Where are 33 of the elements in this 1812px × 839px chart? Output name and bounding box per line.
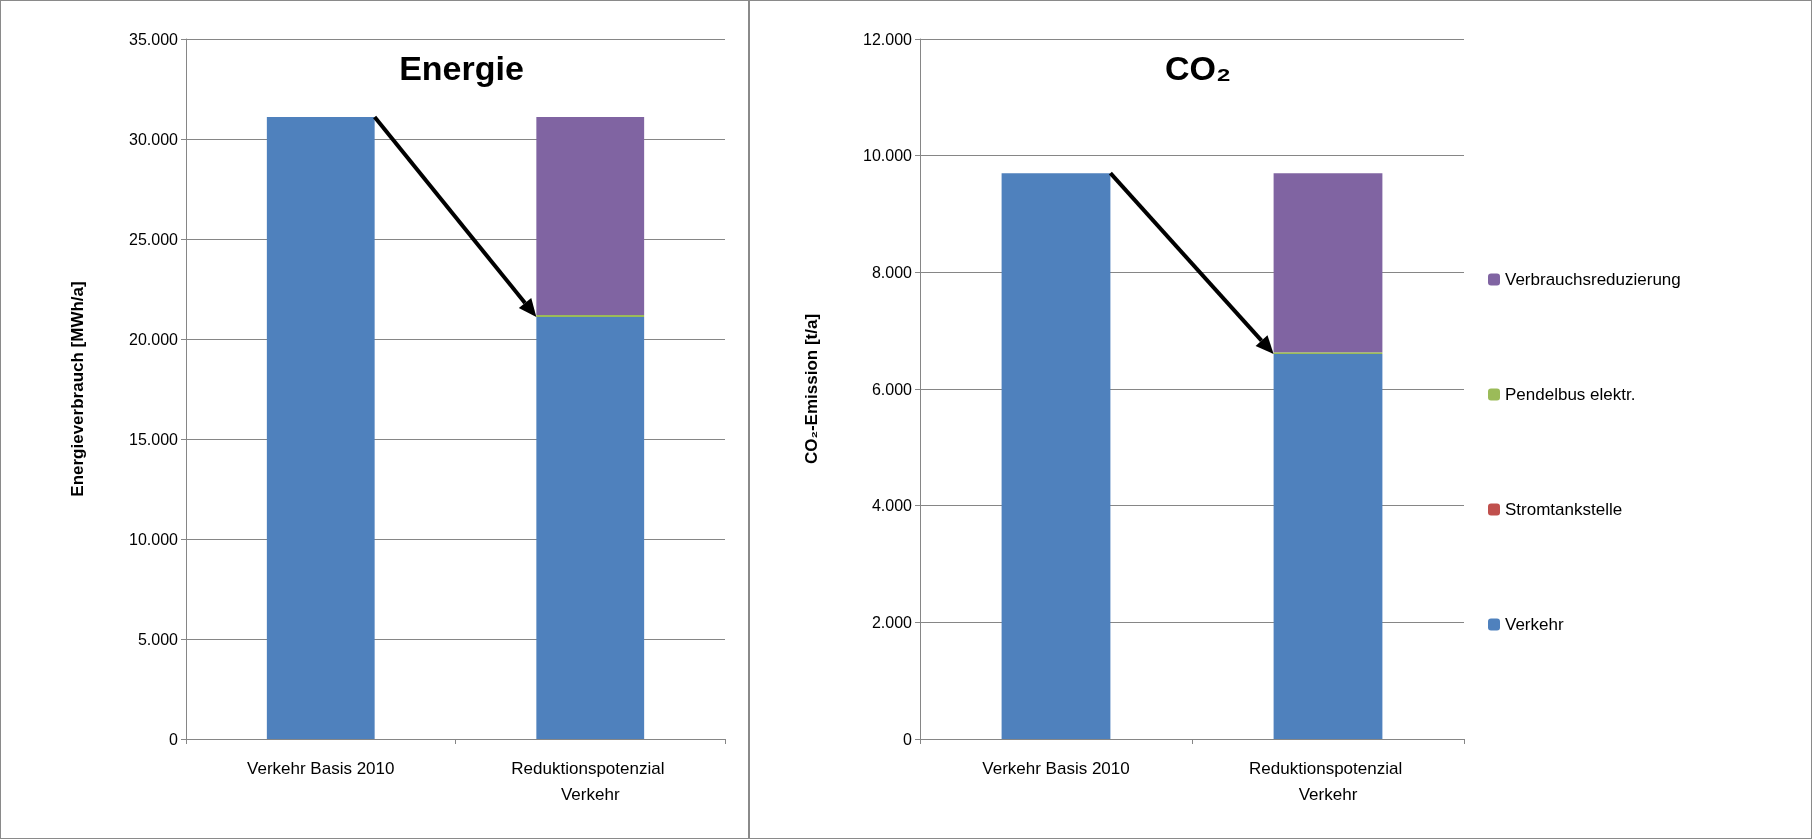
bar [1273,173,1383,353]
bar [536,317,645,739]
y-tick-label: 0 [169,730,179,748]
x-tick-label: Verkehr Basis 2010 [247,758,395,778]
y-axis-title: Energieverbrauch [MWh/a] [68,281,87,497]
y-axis-title: CO₂-Emission [t/a] [802,313,821,465]
y-tick-label: 30.000 [129,130,179,148]
y-tick-label: 10.000 [129,530,179,548]
y-tick-label: 5.000 [137,630,179,648]
y-tick-label: 0 [903,730,913,748]
chart-title: CO₂ [1164,49,1232,87]
y-tick-label: 2.000 [871,613,913,631]
bar [266,117,375,739]
legend-label: Stromtankstelle [1505,500,1623,519]
bar [536,117,645,315]
chart-title: Energie [399,49,524,87]
y-tick-label: 15.000 [129,430,179,448]
y-tick-label: 4.000 [871,497,913,515]
y-tick-label: 10.000 [863,147,913,165]
x-tick-label: Reduktionspotenzial Verkehr [1249,758,1407,804]
legend-label: Verkehr [1505,615,1564,634]
bar [1001,173,1111,739]
y-tick-label: 35.000 [129,30,179,48]
y-tick-label: 12.000 [863,30,913,48]
x-tick-label: Reduktionspotenzial Verkehr [511,758,670,804]
legend-label: Pendelbus elektr. [1505,385,1636,404]
legend-label: Verbrauchsreduzierung [1505,270,1681,289]
y-tick-label: 25.000 [129,230,179,248]
x-tick-label: Verkehr Basis 2010 [982,758,1130,778]
y-tick-label: 20.000 [129,330,179,348]
y-tick-label: 8.000 [871,263,913,281]
y-tick-label: 6.000 [871,380,913,398]
bar [1273,354,1383,739]
